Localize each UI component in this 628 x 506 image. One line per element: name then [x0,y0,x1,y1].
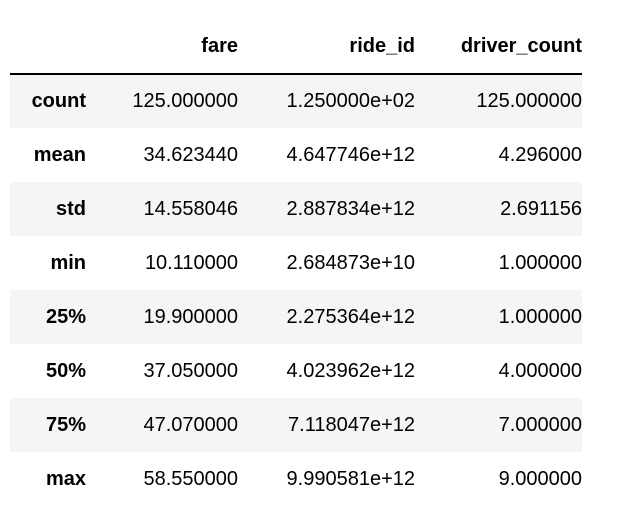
table-row: count 125.000000 1.250000e+02 125.000000 [10,74,582,128]
cell-fare: 14.558046 [143,197,238,220]
table-row: 75% 47.070000 7.118047e+12 7.000000 [10,398,582,452]
cell-fare: 47.070000 [143,413,238,436]
cell-ride-id: 9.990581e+12 [286,467,415,490]
cell-ride-id: 7.118047e+12 [288,413,415,436]
cell-driver-count: 2.691156 [500,197,582,220]
row-label: 50% [45,359,86,382]
row-label: min [50,251,86,274]
row-label: mean [33,143,86,166]
column-header-fare: fare [86,20,238,75]
cell-driver-count: 9.000000 [498,467,582,490]
cell-driver-count: 4.000000 [498,359,582,382]
column-header-driver-count: driver_count [415,20,582,75]
cell-fare: 19.900000 [143,305,238,328]
cell-driver-count: 1.000000 [498,305,582,328]
table-row: 50% 37.050000 4.023962e+12 4.000000 [10,344,582,398]
row-label: max [45,467,86,490]
cell-ride-id: 2.887834e+12 [286,197,415,220]
cell-ride-id: 4.023962e+12 [286,359,415,382]
row-label: 75% [45,413,86,436]
header-row: fare ride_id driver_count [10,20,582,75]
cell-driver-count: 4.296000 [498,143,582,166]
table-body: count 125.000000 1.250000e+02 125.000000… [10,74,582,506]
cell-driver-count: 1.000000 [498,251,582,274]
row-label: count [31,90,86,112]
table-row: mean 34.623440 4.647746e+12 4.296000 [10,128,582,182]
cell-fare: 10.110000 [144,251,238,274]
row-label: 25% [45,305,86,328]
table-row: std 14.558046 2.887834e+12 2.691156 [10,182,582,236]
cell-ride-id: 1.250000e+02 [286,90,415,112]
column-header-ride-id: ride_id [238,20,415,75]
cell-driver-count: 125.000000 [476,90,582,112]
cell-ride-id: 2.275364e+12 [286,305,415,328]
table-row: 25% 19.900000 2.275364e+12 1.000000 [10,290,582,344]
table-row: min 10.110000 2.684873e+10 1.000000 [10,236,582,290]
cell-fare: 58.550000 [143,467,238,490]
cell-fare: 34.623440 [143,143,238,166]
row-label: std [56,197,86,220]
index-column-header [10,20,86,75]
table-header: fare ride_id driver_count [10,20,582,75]
cell-ride-id: 2.684873e+10 [286,251,415,274]
cell-fare: 125.000000 [132,90,238,112]
cell-ride-id: 4.647746e+12 [286,143,415,166]
table-row: max 58.550000 9.990581e+12 9.000000 [10,452,582,506]
cell-driver-count: 7.000000 [498,413,582,436]
summary-statistics-table: fare ride_id driver_count count 125.0000… [10,20,582,506]
cell-fare: 37.050000 [143,359,238,382]
